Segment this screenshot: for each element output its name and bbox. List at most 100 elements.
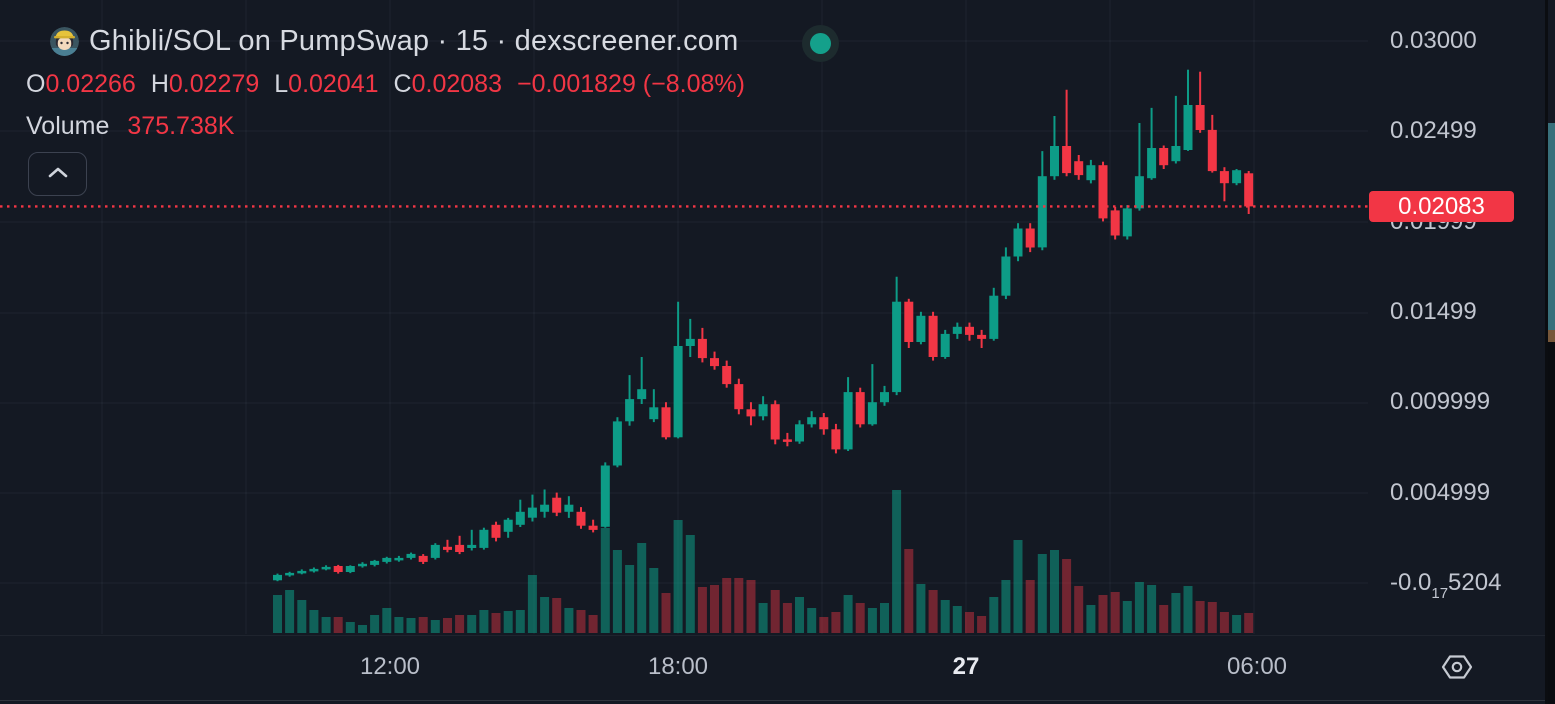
candle: [1013, 228, 1023, 257]
volume-bar: [1001, 580, 1011, 633]
candle: [1147, 148, 1157, 179]
close-value: 0.02083: [411, 70, 502, 98]
volume-bar: [867, 608, 877, 633]
candle: [515, 511, 525, 525]
right-edge-background-sliver: [1548, 123, 1555, 330]
collapse-legend-button[interactable]: [28, 152, 87, 196]
candle: [758, 404, 768, 417]
volume-bar: [1183, 586, 1193, 633]
price-axis-label: 0.01499: [1390, 298, 1477, 325]
volume-bar: [552, 598, 562, 633]
candle: [940, 333, 950, 357]
price-axis-label: 0.009999: [1390, 388, 1491, 415]
candle: [1219, 171, 1229, 184]
volume-bar: [1207, 602, 1217, 633]
volume-bar: [309, 610, 319, 633]
volume-bar: [770, 590, 780, 633]
candle: [588, 525, 598, 530]
volume-bar: [479, 610, 489, 633]
volume-bar: [430, 620, 440, 633]
volume-bar: [710, 585, 719, 633]
volume-bar: [734, 578, 744, 633]
candle: [600, 465, 610, 527]
candle: [746, 409, 756, 417]
volume-bar: [1219, 612, 1229, 633]
volume-bar: [1122, 601, 1132, 633]
volume-bar: [831, 612, 841, 633]
volume-bar: [564, 608, 574, 633]
status-indicator: [802, 25, 839, 62]
volume-bar: [455, 615, 465, 633]
volume-bar: [1110, 592, 1120, 633]
candle: [1025, 228, 1035, 248]
volume-bar: [345, 622, 355, 633]
candle: [904, 301, 914, 342]
candle: [649, 407, 659, 420]
right-edge-border: [1545, 0, 1548, 704]
chevron-up-icon: [46, 164, 70, 185]
volume-bar: [1244, 613, 1254, 633]
candle: [843, 392, 853, 450]
volume-bar: [843, 595, 853, 633]
candle: [855, 392, 865, 425]
candle: [467, 544, 477, 548]
volume-bar: [977, 616, 987, 633]
ohlc-readout: O0.02266 H0.02279 L0.02041 C0.02083 −0.0…: [26, 70, 745, 99]
candle: [564, 504, 574, 512]
volume-bar: [491, 613, 501, 633]
volume-bar: [1147, 585, 1157, 633]
candle: [345, 566, 355, 572]
volume-bar: [1050, 550, 1059, 633]
volume-bar: [746, 580, 756, 633]
candle: [734, 384, 744, 410]
volume-bar: [855, 603, 865, 633]
candle: [1062, 146, 1072, 174]
volume-bar: [758, 603, 768, 633]
open-value: 0.02266: [45, 70, 136, 98]
volume-bar: [782, 603, 792, 633]
candle: [382, 557, 392, 562]
candle: [795, 424, 804, 442]
candle: [540, 504, 550, 512]
volume-bar: [540, 597, 550, 633]
candle: [977, 334, 987, 339]
volume-bar: [819, 617, 829, 633]
volume-value: 375.738K: [127, 112, 235, 140]
volume-bar: [1232, 615, 1242, 633]
candle: [952, 326, 962, 334]
candle: [552, 497, 562, 513]
volume-bar: [406, 618, 416, 633]
bottom-border: [0, 700, 1555, 701]
candle: [576, 511, 586, 526]
live-status-dot: [810, 33, 831, 54]
volume-bar: [382, 608, 392, 633]
candle: [1244, 173, 1254, 207]
candle: [625, 399, 635, 422]
volume-bar: [1086, 605, 1096, 633]
low-label: L: [274, 70, 289, 98]
volume-bar: [637, 543, 647, 633]
candle: [1001, 256, 1011, 296]
price-axis-label: 0.02499: [1390, 117, 1477, 144]
volume-bar: [515, 610, 525, 633]
candle: [358, 563, 367, 567]
volume-bar: [443, 618, 452, 633]
last-price-badge: 0.02083: [1369, 191, 1514, 222]
candle: [321, 566, 331, 570]
volume-bar: [1171, 593, 1181, 633]
time-axis-label: 27: [952, 653, 980, 680]
candle: [807, 417, 817, 425]
candle: [1086, 165, 1096, 181]
change-value: −0.001829 (−8.08%): [516, 70, 745, 98]
volume-readout: Volume 375.738K: [26, 112, 234, 141]
candle: [685, 338, 695, 346]
volume-bar: [600, 528, 610, 633]
candle: [1050, 146, 1059, 177]
candle: [892, 301, 902, 393]
volume-bar: [661, 593, 671, 633]
volume-bar: [904, 549, 914, 633]
time-axis-label: 06:00: [1226, 653, 1288, 680]
candle: [333, 566, 343, 572]
candle: [673, 346, 683, 438]
